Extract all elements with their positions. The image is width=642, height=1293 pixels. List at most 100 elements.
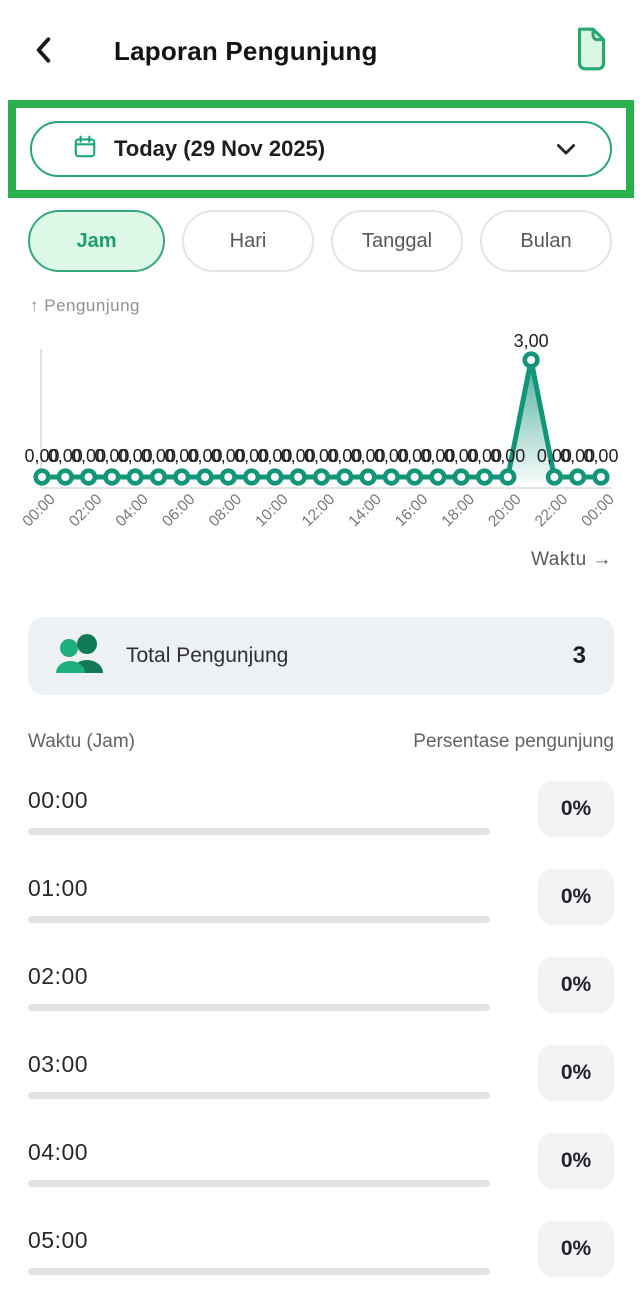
row-percent-badge: 0% — [538, 957, 614, 1013]
table-row: 01:00 0% — [28, 853, 614, 941]
svg-text:18:00: 18:00 — [439, 491, 479, 531]
date-range-selector[interactable]: Today (29 Nov 2025) — [30, 121, 612, 177]
calendar-icon — [72, 134, 98, 165]
up-arrow-icon: ↑ — [30, 296, 39, 315]
chart-area-fill — [42, 360, 601, 482]
row-percent-badge: 0% — [538, 781, 614, 837]
row-time-label: 05:00 — [28, 1227, 89, 1253]
svg-text:0,00: 0,00 — [118, 446, 153, 466]
x-axis-label: Waktu → — [531, 549, 612, 570]
row-percent-badge-label: 0% — [560, 973, 592, 996]
row-time-label: 03:00 — [28, 1051, 89, 1077]
svg-text:02:00: 02:00 — [66, 491, 106, 531]
selected-date-label: Today (29 Nov 2025) — [114, 136, 326, 161]
svg-text:00:00: 00:00 — [578, 491, 618, 531]
row-time-label: 02:00 — [28, 963, 89, 989]
right-arrow-icon: → — [592, 549, 612, 570]
table-row: 02:00 0% — [28, 941, 614, 1029]
svg-text:0,00: 0,00 — [327, 446, 362, 466]
row-percent-badge: 0% — [538, 1133, 614, 1189]
svg-text:12:00: 12:00 — [299, 491, 339, 531]
svg-text:0,00: 0,00 — [141, 446, 176, 466]
chart-axes — [40, 349, 612, 489]
row-time-label: 01:00 — [28, 875, 89, 901]
svg-text:0,00: 0,00 — [490, 446, 525, 466]
row-progress-track — [28, 1268, 490, 1275]
row-progress-track — [28, 1004, 490, 1011]
back-button[interactable] — [30, 35, 58, 67]
svg-text:0,00: 0,00 — [234, 446, 269, 466]
table-row: 00:00 0% — [28, 765, 614, 853]
svg-text:0,00: 0,00 — [467, 446, 502, 466]
column-header-percent: Persentase pengunjung — [413, 731, 614, 752]
svg-text:0,00: 0,00 — [374, 446, 409, 466]
people-icon — [56, 633, 104, 680]
table-row: 03:00 0% — [28, 1029, 614, 1117]
svg-text:0,00: 0,00 — [164, 446, 199, 466]
svg-text:0,00: 0,00 — [304, 446, 339, 466]
page-title: Laporan Pengunjung — [114, 35, 378, 66]
row-percent-badge-label: 0% — [560, 1237, 592, 1260]
row-percent-badge: 0% — [538, 1221, 614, 1277]
table-header-row: Waktu (Jam) Persentase pengunjung — [28, 731, 614, 753]
total-visitors-value: 3 — [572, 642, 586, 669]
svg-text:22:00: 22:00 — [532, 491, 572, 531]
table-row: 05:00 0% — [28, 1205, 614, 1293]
visitors-chart-section: ↑ Pengunjung 0,00 0,00 0,00 0,00 0,00 0,00 0,0… — [0, 296, 642, 571]
row-percent-badge-label: 0% — [560, 1149, 592, 1172]
highlight-annotation-box: Today (29 Nov 2025) — [8, 100, 634, 198]
total-visitors-label: Total Pengunjung — [126, 644, 289, 667]
row-progress-track — [28, 916, 490, 923]
svg-text:0,00: 0,00 — [94, 446, 129, 466]
svg-text:16:00: 16:00 — [392, 491, 432, 531]
row-time-label: 04:00 — [28, 1139, 89, 1165]
svg-text:14:00: 14:00 — [345, 491, 385, 531]
svg-text:04:00: 04:00 — [113, 491, 153, 531]
row-progress-track — [28, 1092, 490, 1099]
svg-text:0,00: 0,00 — [560, 446, 595, 466]
svg-text:0,00: 0,00 — [211, 446, 246, 466]
total-visitors-card: Total Pengunjung 3 — [28, 617, 614, 695]
y-axis-label: ↑ Pengunjung — [30, 296, 140, 315]
svg-text:0,00: 0,00 — [444, 446, 479, 466]
tab-jam[interactable]: Jam — [28, 210, 165, 272]
row-progress-track — [28, 1180, 490, 1187]
chart-data-points — [33, 351, 610, 486]
column-header-time: Waktu (Jam) — [28, 731, 135, 752]
row-percent-badge: 0% — [538, 1045, 614, 1101]
svg-text:0,00: 0,00 — [188, 446, 223, 466]
svg-text:0,00: 0,00 — [281, 446, 316, 466]
hour-rows: 00:00 0% 01:00 0% 02:00 0% — [28, 765, 614, 1293]
svg-text:00:00: 00:00 — [19, 491, 59, 531]
header: Laporan Pengunjung — [0, 0, 642, 80]
export-report-button[interactable] — [570, 26, 612, 77]
svg-text:0,00: 0,00 — [24, 446, 59, 466]
chart-value-labels: 0,000,000,000,000,000,000,000,000,000,00… — [24, 332, 618, 466]
svg-text:3,00: 3,00 — [514, 332, 549, 351]
svg-text:0,00: 0,00 — [351, 446, 386, 466]
svg-text:08:00: 08:00 — [206, 491, 246, 531]
svg-text:0,00: 0,00 — [397, 446, 432, 466]
svg-text:0,00: 0,00 — [537, 446, 572, 466]
chevron-left-icon — [31, 37, 57, 68]
svg-text:10:00: 10:00 — [252, 491, 292, 531]
svg-text:0,00: 0,00 — [420, 446, 455, 466]
svg-text:0,00: 0,00 — [257, 446, 292, 466]
row-percent-badge: 0% — [538, 869, 614, 925]
svg-text:06:00: 06:00 — [159, 491, 199, 531]
tab-hari[interactable]: Hari — [182, 210, 314, 272]
visitors-line-chart: 0,000,000,000,000,000,000,000,000,000,00… — [19, 332, 618, 531]
tab-tanggal[interactable]: Tanggal — [331, 210, 463, 272]
svg-text:0,00: 0,00 — [583, 446, 618, 466]
svg-text:0,00: 0,00 — [71, 446, 106, 466]
table-row: 04:00 0% — [28, 1117, 614, 1205]
chevron-down-icon — [552, 135, 580, 163]
svg-text:0,00: 0,00 — [48, 446, 83, 466]
row-percent-badge-label: 0% — [560, 1061, 592, 1084]
document-icon — [570, 27, 612, 77]
chart-x-tick-labels: 00:00 02:00 04:00 06:00 08:00 10:00 12:00 14:00… — [19, 491, 618, 531]
tab-bulan[interactable]: Bulan — [480, 210, 612, 272]
row-percent-badge-label: 0% — [560, 797, 592, 820]
row-percent-badge-label: 0% — [560, 885, 592, 908]
row-time-label: 00:00 — [28, 787, 89, 813]
